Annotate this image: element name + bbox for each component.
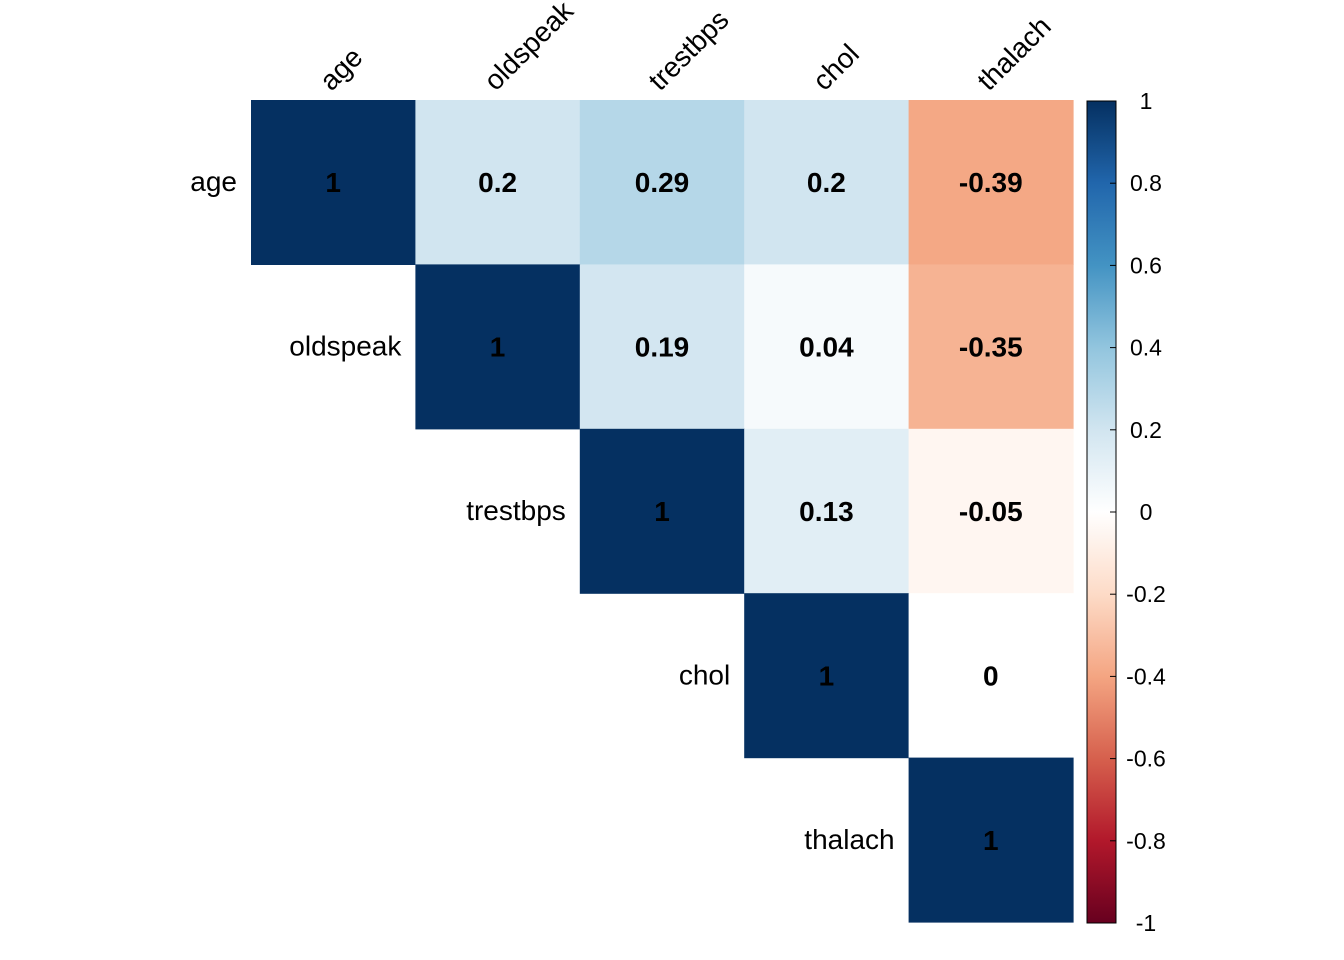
heatmap-cell-age-trestbps: [579, 100, 745, 265]
cell-value-label-chol-thalach: 0: [983, 660, 999, 691]
column-labels: age oldspeak trestbps chol thalach: [314, 0, 1057, 96]
heatmap-cell-chol-thalach: [908, 593, 1074, 759]
cell-value-label-oldspeak-thalach: -0.35: [959, 332, 1023, 363]
cell-value-label-chol-chol: 1: [819, 660, 835, 691]
heatmap-cell-thalach-thalach: [908, 757, 1074, 923]
color-legend-tick-label: -0.4: [1126, 663, 1166, 689]
heatmap-cell-oldspeak-oldspeak: [415, 264, 581, 430]
cell-value-label-age-oldspeak: 0.2: [478, 167, 517, 198]
color-legend-tick-label: 1: [1140, 88, 1153, 114]
color-legend-tick-label: -0.2: [1126, 581, 1166, 607]
cell-value-label-trestbps-thalach: -0.05: [959, 496, 1023, 527]
cell-value-label-trestbps-trestbps: 1: [654, 496, 670, 527]
cell-value-label-age-chol: 0.2: [807, 167, 846, 198]
color-legend-tick-label: 0.4: [1130, 335, 1162, 361]
heatmap-cell-oldspeak-chol: [744, 264, 910, 430]
heatmap-cell-trestbps-trestbps: [579, 428, 745, 594]
column-label-age: age: [314, 41, 369, 96]
heatmap-cell-age-thalach: [908, 100, 1074, 265]
cell-value-label-oldspeak-trestbps: 0.19: [635, 332, 690, 363]
cell-value-label-oldspeak-chol: 0.04: [799, 332, 854, 363]
color-legend-tick-label: 0: [1140, 499, 1153, 525]
color-legend-tick-label: -0.8: [1126, 828, 1166, 854]
heatmap-cell-chol-chol: [744, 593, 910, 759]
color-legend-tick-label: 0.8: [1130, 170, 1162, 196]
cell-value-label-oldspeak-oldspeak: 1: [490, 332, 506, 363]
heatmap-cell-trestbps-chol: [744, 428, 910, 594]
cell-value-label-age-trestbps: 0.29: [635, 167, 690, 198]
row-label-trestbps: trestbps: [466, 495, 566, 526]
color-legend: 1 0.8 0.6 0.4 0.2 0 -0.2 -0.4 -0.6 -0.8 -1: [1086, 88, 1166, 936]
color-legend-tick-label: 0.6: [1130, 252, 1162, 278]
heatmap-cell-oldspeak-trestbps: [579, 264, 745, 430]
color-legend-ticks: 1 0.8 0.6 0.4 0.2 0 -0.2 -0.4 -0.6 -0.8 -1: [1110, 88, 1166, 936]
column-label-oldspeak: oldspeak: [478, 0, 580, 96]
color-legend-tick-label: -0.6: [1126, 746, 1166, 772]
column-label-chol: chol: [807, 38, 865, 96]
heatmap-cell-age-oldspeak: [415, 100, 581, 265]
row-label-chol: chol: [679, 659, 730, 690]
cell-value-label-thalach-thalach: 1: [983, 825, 999, 856]
cell-value-label-age-age: 1: [325, 167, 341, 198]
row-label-age: age: [190, 166, 237, 197]
color-legend-tick-label: 0.2: [1130, 417, 1162, 443]
color-legend-tick-label: -1: [1136, 910, 1156, 936]
heatmap-cell-age-chol: [744, 100, 910, 265]
row-label-oldspeak: oldspeak: [289, 331, 402, 362]
row-label-thalach: thalach: [804, 824, 894, 855]
heatmap-cell-age-age: [251, 100, 416, 265]
cell-value-label-trestbps-chol: 0.13: [799, 496, 854, 527]
heatmap-cell-oldspeak-thalach: [908, 264, 1074, 430]
column-label-thalach: thalach: [971, 10, 1057, 96]
column-label-trestbps: trestbps: [642, 4, 734, 96]
cells-layer: 1 0.2 0.29 0.2 -0.39 1 0.19 0.04 -0.35 1 0.13 -0.05…: [251, 100, 1074, 923]
cell-value-label-age-thalach: -0.39: [959, 167, 1023, 198]
row-labels: age oldspeak trestbps chol thalach: [190, 166, 894, 855]
heatmap-cell-trestbps-thalach: [908, 428, 1074, 594]
